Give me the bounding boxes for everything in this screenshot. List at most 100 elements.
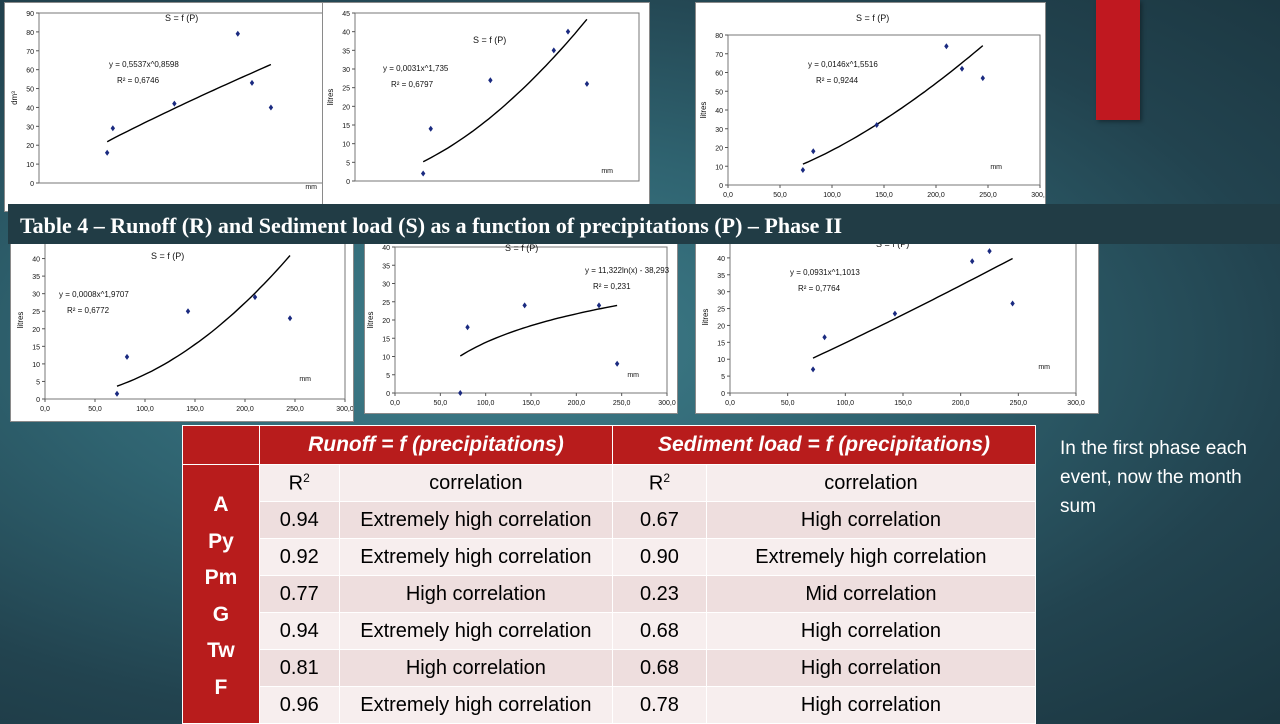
table-row: 0.94 Extremely high correlation 0.67 High c… xyxy=(183,501,1037,539)
chart-panel-2: 0 5 10 15 20 25 30 35 40 45 S = f (P) litres mm y = 0… xyxy=(322,2,650,208)
x-tick-label: 100,0 xyxy=(477,400,495,407)
plot-area xyxy=(38,12,324,184)
y-tick-label: 20 xyxy=(32,327,40,334)
subheader-runoff-r2: R2 xyxy=(258,464,340,502)
y-tick-label: 50 xyxy=(26,87,34,94)
data-point xyxy=(235,30,240,37)
trendline-equation: y = 0,0146x^1,5516 xyxy=(808,60,878,69)
decorative-red-bar xyxy=(1096,0,1140,120)
chart-svg-2: 0 5 10 15 20 25 30 35 40 45 S = f (P) litres mm y = 0… xyxy=(326,11,640,186)
sediment-r2-cell: 0.78 xyxy=(612,686,707,724)
trendline xyxy=(459,304,618,357)
x-tick-label: 150,0 xyxy=(875,192,893,199)
y-tick-label: 20 xyxy=(382,318,390,325)
table-header-row: Runoff = f (precipitations) Sediment loa… xyxy=(182,425,1036,465)
plot-area xyxy=(727,34,1041,186)
x-axis-label: mm xyxy=(627,372,639,379)
trendline-r2: R² = 0,6772 xyxy=(67,306,110,315)
site-label: A xyxy=(213,493,229,516)
site-label: Tw xyxy=(207,639,235,662)
y-tick-label: 10 xyxy=(715,164,723,171)
plot-area xyxy=(354,12,640,182)
y-tick-label: 20 xyxy=(715,146,723,153)
sediment-r2-cell: 0.23 xyxy=(612,575,707,613)
y-tick-label: 15 xyxy=(717,340,725,347)
y-tick-label: 10 xyxy=(26,162,34,169)
data-point xyxy=(800,167,806,173)
y-tick-label: 35 xyxy=(32,274,40,281)
data-point xyxy=(522,302,527,309)
y-tick-label: 35 xyxy=(717,273,725,280)
data-point xyxy=(1010,300,1015,307)
chart-svg-3: 0 10 20 30 40 50 60 70 80 0,0 50,0 100,0 150,0 200,0 2… xyxy=(699,13,1045,199)
runoff-r2-cell: 0.94 xyxy=(258,612,340,650)
y-tick-label: 80 xyxy=(715,33,723,40)
table-subheader-row: A Py Pm G Tw F R2 correlation R2 correlation xyxy=(182,464,1037,724)
slide-title: Table 4 – Runoff (R) and Sediment load (… xyxy=(8,204,1280,244)
x-axis-label: mm xyxy=(299,376,311,383)
y-tick-label: 0 xyxy=(386,391,390,398)
site-label: F xyxy=(214,675,228,699)
y-tick-label: 5 xyxy=(36,379,40,386)
data-point xyxy=(987,248,992,255)
x-tick-label: 150,0 xyxy=(894,400,912,407)
x-tick-label: 250,0 xyxy=(286,406,304,413)
x-tick-label: 300,0 xyxy=(1067,400,1085,407)
y-tick-label: 50 xyxy=(715,89,723,96)
trendline xyxy=(802,45,984,165)
data-point xyxy=(596,302,602,309)
sediment-correlation-cell: High correlation xyxy=(705,686,1037,724)
runoff-correlation-cell: Extremely high correlation xyxy=(338,612,614,650)
side-note: In the first phase each event, now the m… xyxy=(1060,438,1247,517)
x-tick-label: 250,0 xyxy=(613,400,631,407)
data-point xyxy=(584,80,590,87)
runoff-correlation-cell: Extremely high correlation xyxy=(338,501,614,539)
x-tick-label: 300,0 xyxy=(336,406,354,413)
y-tick-label: 15 xyxy=(32,344,40,351)
table-row: 0.92 Extremely high correlation 0.90 Extrem… xyxy=(183,538,1037,576)
site-column: A Py Pm G Tw F xyxy=(182,464,260,724)
table-row: 0.81 High correlation 0.68 High correlation xyxy=(183,649,1037,687)
data-point xyxy=(252,294,258,301)
x-axis-label: mm xyxy=(601,168,613,175)
x-tick-label: 200,0 xyxy=(952,400,970,407)
correlation-table: Runoff = f (precipitations) Sediment loa… xyxy=(182,425,1037,724)
slide-title-text: Table 4 – Runoff (R) and Sediment load (… xyxy=(20,213,843,238)
y-tick-label: 20 xyxy=(717,323,725,330)
subheader-runoff-correlation: correlation xyxy=(338,464,614,502)
y-tick-label: 20 xyxy=(26,143,34,150)
y-tick-label: 80 xyxy=(26,30,34,37)
subheader-sediment-correlation: correlation xyxy=(705,464,1037,502)
sediment-correlation-cell: Mid correlation xyxy=(705,575,1037,613)
y-tick-label: 45 xyxy=(342,11,350,18)
trendline-equation: y = 0,0031x^1,735 xyxy=(383,64,449,73)
y-tick-label: 25 xyxy=(382,300,390,307)
chart-title: S = f (P) xyxy=(165,13,198,23)
trendline xyxy=(812,257,1013,359)
runoff-r2-cell: 0.81 xyxy=(258,649,340,687)
y-tick-label: 40 xyxy=(342,30,350,37)
data-point xyxy=(565,28,571,35)
chart-panel-1: 0 10 20 30 40 50 60 70 80 90 S = f (P) dm³ mm y = 0,5… xyxy=(4,2,330,212)
runoff-r2-cell: 0.92 xyxy=(258,538,340,576)
trendline-r2: R² = 0,6797 xyxy=(391,80,434,89)
x-tick-label: 300,0 xyxy=(658,400,676,407)
data-point xyxy=(465,324,470,331)
y-axis-label: dm³ xyxy=(10,91,19,105)
trendline xyxy=(422,18,588,163)
chart-panel-3: 0 10 20 30 40 50 60 70 80 0,0 50,0 100,0 150,0 200,0 2… xyxy=(695,2,1046,208)
sediment-correlation-cell: High correlation xyxy=(705,649,1037,687)
x-tick-label: 0,0 xyxy=(723,192,733,199)
sediment-correlation-cell: High correlation xyxy=(705,501,1037,539)
chart-title: S = f (P) xyxy=(473,35,506,45)
sediment-correlation-cell: High correlation xyxy=(705,612,1037,650)
chart-svg-6: 0510152025303540450,050,0100,0150,0200,0… xyxy=(701,239,1085,407)
data-point xyxy=(110,125,116,132)
site-label: Pm xyxy=(204,566,238,589)
y-tick-label: 40 xyxy=(715,108,723,115)
data-point xyxy=(114,390,120,397)
chart-panel-5: 0 5 10 15 20 25 30 35 40 0,0 50,0 100,0 150,0 200,0 25… xyxy=(364,222,678,414)
y-tick-label: 30 xyxy=(382,282,390,289)
y-tick-label: 30 xyxy=(26,124,34,131)
data-point xyxy=(104,149,110,156)
